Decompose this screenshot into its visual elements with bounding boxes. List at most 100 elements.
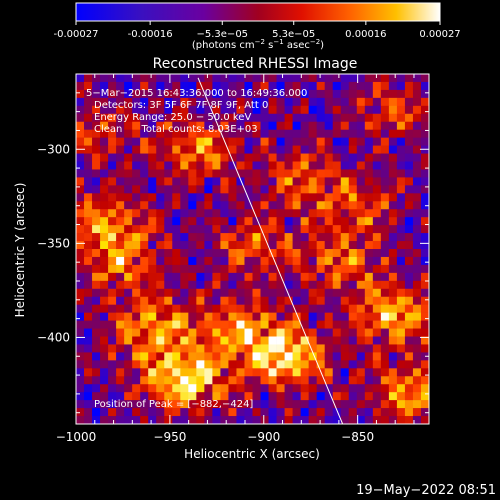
colorbar-tick-label: -0.00016 (128, 29, 173, 40)
heatmap-cell (148, 169, 157, 178)
heatmap-cell (396, 344, 406, 353)
heatmap-cell (100, 74, 109, 83)
heatmap-cell (228, 233, 237, 242)
heatmap-cell (260, 161, 269, 170)
heatmap-cell (340, 376, 350, 385)
heatmap-cell (260, 177, 269, 186)
heatmap-cell (164, 201, 173, 210)
heatmap-cell (132, 105, 141, 115)
heatmap-cell (148, 129, 157, 138)
heatmap-cell (236, 233, 245, 242)
heatmap-cell (164, 89, 173, 99)
heatmap-cell (268, 288, 277, 298)
heatmap-cell (140, 217, 149, 226)
heatmap-cell (356, 153, 366, 162)
heatmap-cell (212, 256, 221, 266)
heatmap-cell (132, 328, 141, 337)
heatmap-cell (308, 201, 317, 210)
heatmap-cell (140, 320, 149, 329)
heatmap-cell (292, 185, 301, 194)
heatmap-cell (404, 312, 414, 321)
heatmap-cell (204, 185, 213, 194)
heatmap-cell (380, 185, 390, 194)
heatmap-cell (276, 153, 285, 162)
heatmap-cell (164, 352, 173, 361)
heatmap-cell (380, 312, 390, 321)
heatmap-cell (260, 376, 269, 385)
heatmap-cell (108, 376, 117, 385)
heatmap-cell (388, 256, 398, 266)
heatmap-cell (84, 129, 93, 138)
heatmap-cell (244, 201, 253, 210)
heatmap-cell (324, 145, 334, 154)
heatmap-cell (276, 97, 285, 107)
heatmap-cell (300, 400, 309, 409)
heatmap-cell (356, 121, 366, 130)
heatmap-cell (220, 296, 229, 305)
heatmap-cell (228, 201, 237, 210)
heatmap-cell (420, 344, 429, 353)
heatmap-cell (172, 352, 181, 361)
heatmap-cell (260, 336, 269, 345)
heatmap-cell (220, 336, 229, 345)
heatmap-cell (268, 193, 277, 202)
heatmap-cell (268, 113, 277, 123)
heatmap-cell (340, 352, 350, 361)
heatmap-cell (380, 97, 390, 107)
heatmap-cell (156, 416, 165, 424)
heatmap-cell (172, 193, 181, 202)
heatmap-cell (212, 137, 221, 146)
heatmap-cell (116, 225, 125, 234)
heatmap-cell (420, 288, 429, 298)
heatmap-cell (92, 376, 101, 385)
heatmap-cell (292, 360, 301, 369)
heatmap-cell (292, 368, 301, 377)
heatmap-cell (164, 129, 173, 138)
heatmap-cell (196, 249, 205, 258)
heatmap-cell (404, 360, 414, 369)
heatmap-cell (268, 177, 277, 186)
heatmap-cell (340, 217, 350, 226)
heatmap-cell (388, 161, 398, 170)
heatmap-cell (84, 344, 93, 353)
heatmap-cell (412, 272, 422, 282)
heatmap-cell (228, 121, 237, 130)
heatmap-cell (316, 296, 325, 305)
heatmap-cell (268, 416, 277, 424)
heatmap-cell (292, 153, 301, 162)
heatmap-cell (140, 264, 149, 274)
heatmap-cell (420, 360, 429, 369)
heatmap-cell (324, 320, 334, 329)
heatmap-cell (300, 161, 309, 170)
heatmap-cell (356, 328, 366, 337)
annotation-energy-range: Energy Range: 25.0 − 50.0 keV (94, 112, 251, 123)
heatmap-cell (140, 304, 149, 313)
heatmap-cell (132, 169, 141, 178)
heatmap-cell (244, 384, 253, 393)
heatmap-cell (332, 74, 342, 83)
heatmap-cell (100, 209, 109, 218)
heatmap-cell (132, 344, 141, 353)
heatmap-cell (276, 129, 285, 138)
heatmap-cell (116, 169, 125, 178)
heatmap-cell (292, 336, 301, 345)
heatmap-cell (196, 225, 205, 234)
heatmap-cell (356, 272, 366, 282)
heatmap-cell (332, 256, 342, 266)
heatmap-cell (220, 169, 229, 178)
heatmap-cell (228, 256, 237, 266)
heatmap-cell (188, 288, 197, 298)
heatmap-cell (316, 225, 325, 234)
heatmap-cell (148, 336, 157, 345)
heatmap-cell (188, 336, 197, 345)
heatmap-cell (332, 121, 342, 130)
heatmap-cell (332, 81, 342, 91)
heatmap-cell (308, 241, 317, 250)
heatmap-cell (148, 113, 157, 123)
heatmap-cell (388, 400, 398, 409)
heatmap-cell (164, 185, 173, 194)
heatmap-cell (84, 89, 93, 99)
heatmap-cell (220, 416, 229, 424)
heatmap-cell (292, 113, 301, 123)
heatmap-cell (92, 304, 101, 313)
